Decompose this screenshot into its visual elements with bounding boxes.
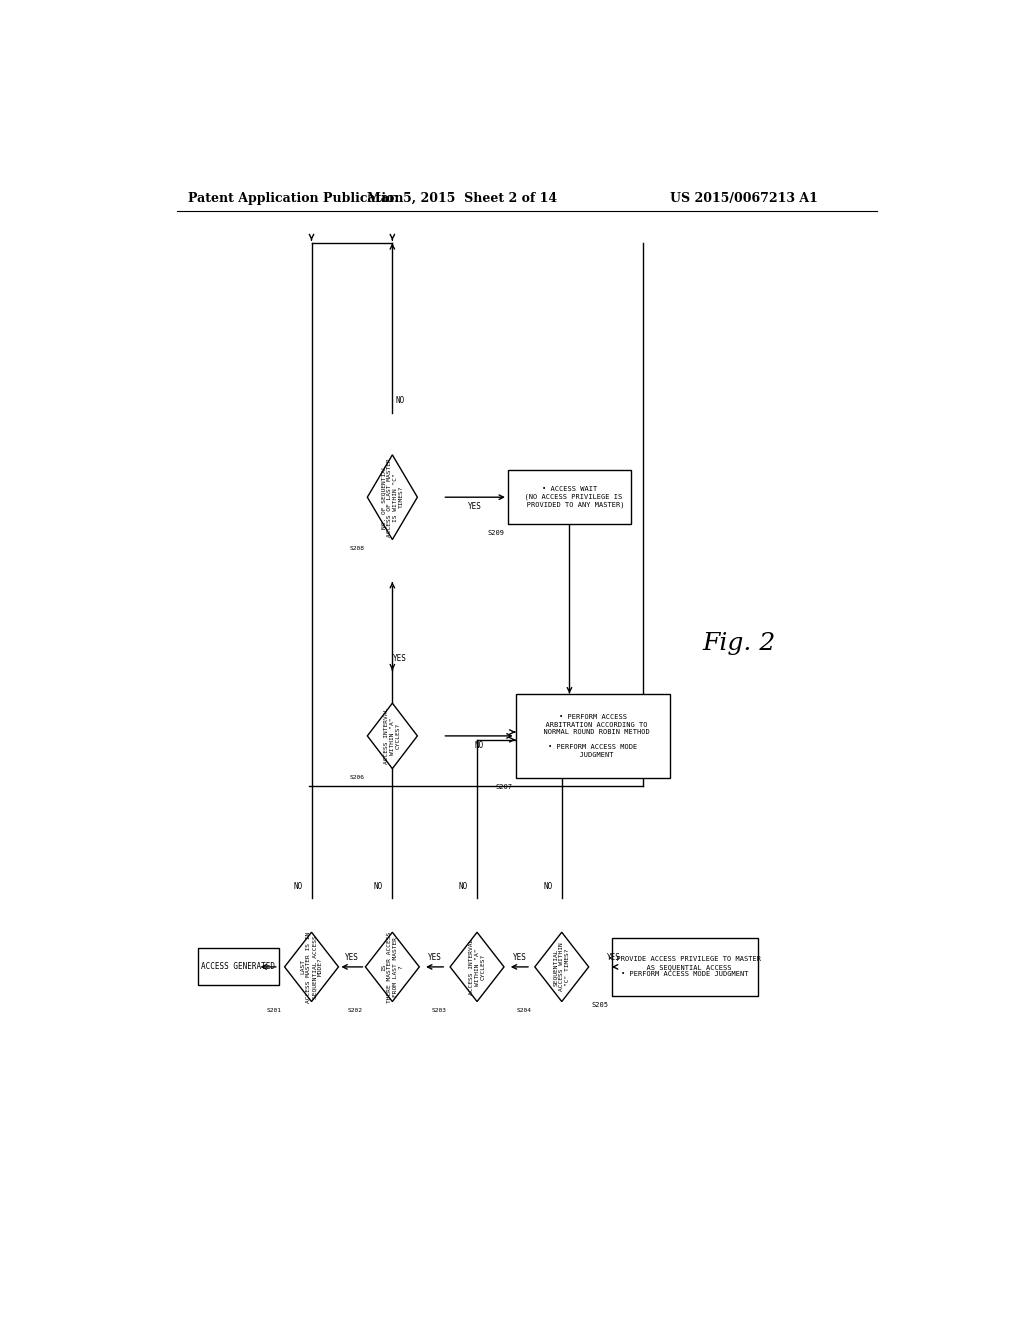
Text: SEQUENTIAL
ACCESS WITHIN
"C" TIMES?: SEQUENTIAL ACCESS WITHIN "C" TIMES?	[553, 942, 570, 991]
Polygon shape	[285, 932, 339, 1002]
Text: S202: S202	[347, 1007, 362, 1012]
Polygon shape	[366, 932, 419, 1002]
Polygon shape	[368, 704, 418, 768]
Polygon shape	[451, 932, 504, 1002]
Text: NO: NO	[459, 882, 468, 891]
Text: YES: YES	[345, 953, 358, 962]
Text: • ACCESS WAIT
  (NO ACCESS PRIVILEGE IS
   PROVIDED TO ANY MASTER): • ACCESS WAIT (NO ACCESS PRIVILEGE IS PR…	[514, 486, 625, 508]
Polygon shape	[368, 455, 418, 540]
Polygon shape	[535, 932, 589, 1002]
Bar	[198, 948, 279, 985]
Text: YES: YES	[393, 655, 407, 664]
Text: NO: NO	[293, 882, 302, 891]
Text: Patent Application Publication: Patent Application Publication	[188, 191, 403, 205]
Text: YES: YES	[512, 953, 526, 962]
Bar	[508, 470, 631, 524]
Text: ACCESS INTERVAL
WITHIN "A"
CYCLES?: ACCESS INTERVAL WITHIN "A" CYCLES?	[469, 939, 485, 995]
Text: YES: YES	[607, 953, 621, 962]
Text: S208: S208	[349, 545, 365, 550]
Text: • PROVIDE ACCESS PRIVILEGE TO MASTER
  AS SEQUENTIAL ACCESS
• PERFORM ACCESS MOD: • PROVIDE ACCESS PRIVILEGE TO MASTER AS …	[608, 957, 762, 977]
Text: Fig. 2: Fig. 2	[702, 632, 775, 655]
Text: NO: NO	[374, 882, 383, 891]
Text: S204: S204	[517, 1007, 531, 1012]
Text: ACCESS GENERATED: ACCESS GENERATED	[202, 962, 275, 972]
Text: S201: S201	[266, 1007, 282, 1012]
Text: NO: NO	[474, 741, 483, 750]
Text: S207: S207	[496, 784, 512, 791]
Text: S203: S203	[432, 1007, 447, 1012]
Text: LAST
ACCESS MASTER IS IN
SEQUENTIAL ACCESS
MODE?: LAST ACCESS MASTER IS IN SEQUENTIAL ACCE…	[300, 932, 323, 1002]
Text: S206: S206	[349, 775, 365, 780]
Text: • PERFORM ACCESS
  ARBITRATION ACCORDING TO
  NORMAL ROUND ROBIN METHOD

• PERFO: • PERFORM ACCESS ARBITRATION ACCORDING T…	[536, 714, 650, 758]
Text: NO. OF SEQUENTIAL
ACCESS OF LAST MASTER
IS WITHIN "C"
TIMES?: NO. OF SEQUENTIAL ACCESS OF LAST MASTER …	[381, 458, 403, 536]
Bar	[515, 693, 670, 779]
Text: YES: YES	[428, 953, 441, 962]
Text: IS
THERE MASTER ACCESS
FROM LAST MASTER
?: IS THERE MASTER ACCESS FROM LAST MASTER …	[381, 932, 403, 1002]
Text: YES: YES	[468, 502, 482, 511]
Text: S205: S205	[592, 1002, 608, 1008]
Text: US 2015/0067213 A1: US 2015/0067213 A1	[670, 191, 817, 205]
Text: Mar. 5, 2015  Sheet 2 of 14: Mar. 5, 2015 Sheet 2 of 14	[367, 191, 557, 205]
Text: S209: S209	[487, 531, 505, 536]
Text: ACCESS INTERVAL
WITHIN "A"
CYCLES?: ACCESS INTERVAL WITHIN "A" CYCLES?	[384, 708, 400, 764]
Text: NO: NO	[544, 882, 553, 891]
Bar	[611, 939, 758, 995]
Text: NO: NO	[395, 396, 404, 405]
